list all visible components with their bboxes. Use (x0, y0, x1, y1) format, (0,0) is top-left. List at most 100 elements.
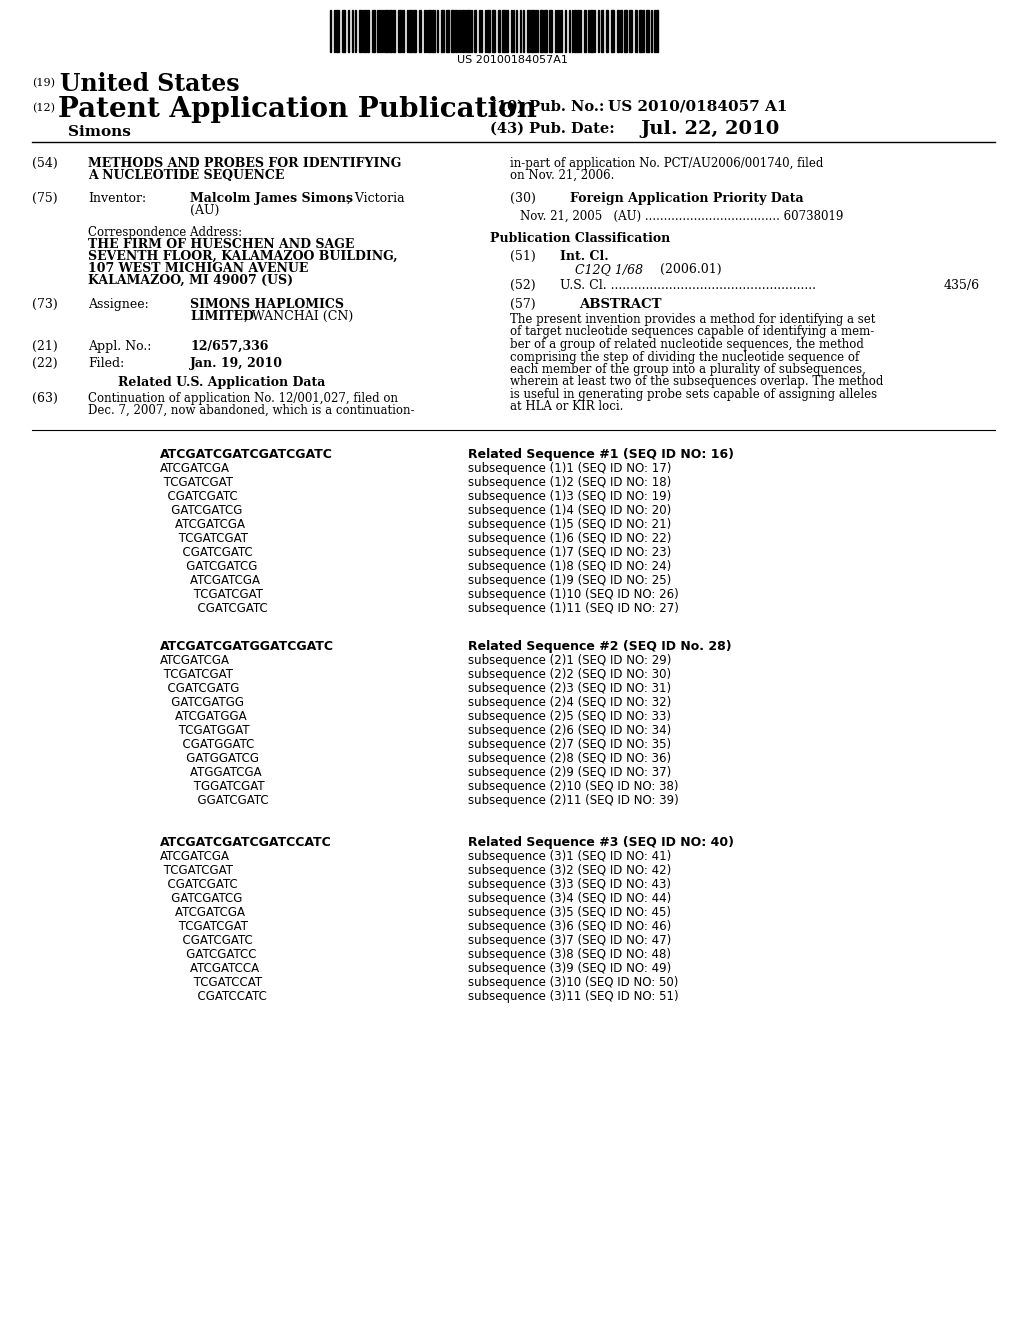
Text: Related U.S. Application Data: Related U.S. Application Data (118, 376, 326, 389)
Bar (646, 11, 649, 51)
Text: subsequence (3)4 (SEQ ID NO: 44): subsequence (3)4 (SEQ ID NO: 44) (468, 892, 672, 906)
Text: TGGATCGAT: TGGATCGAT (160, 780, 264, 793)
Text: of target nucleotide sequences capable of identifying a mem-: of target nucleotide sequences capable o… (510, 326, 874, 338)
Text: subsequence (3)2 (SEQ ID NO: 42): subsequence (3)2 (SEQ ID NO: 42) (468, 865, 672, 876)
Text: ATCGATCGA: ATCGATCGA (160, 574, 260, 587)
Text: CGATCGATC: CGATCGATC (160, 878, 238, 891)
Text: Foreign Application Priority Data: Foreign Application Priority Data (570, 191, 804, 205)
Text: subsequence (1)11 (SEQ ID NO: 27): subsequence (1)11 (SEQ ID NO: 27) (468, 602, 679, 615)
Text: (10) Pub. No.:: (10) Pub. No.: (490, 100, 604, 114)
Text: (AU): (AU) (190, 205, 219, 216)
Bar (467, 11, 470, 51)
Text: Continuation of application No. 12/001,027, filed on: Continuation of application No. 12/001,0… (88, 392, 398, 405)
Text: Patent Application Publication: Patent Application Publication (58, 96, 537, 123)
Text: each member of the group into a plurality of subsequences,: each member of the group into a pluralit… (510, 363, 866, 376)
Text: Publication Classification: Publication Classification (489, 232, 670, 246)
Text: Jan. 19, 2010: Jan. 19, 2010 (190, 356, 283, 370)
Text: subsequence (2)10 (SEQ ID NO: 38): subsequence (2)10 (SEQ ID NO: 38) (468, 780, 679, 793)
Bar (527, 11, 530, 51)
Bar (364, 11, 366, 51)
Text: subsequence (2)3 (SEQ ID NO: 31): subsequence (2)3 (SEQ ID NO: 31) (468, 682, 671, 696)
Bar (389, 11, 392, 51)
Text: subsequence (3)1 (SEQ ID NO: 41): subsequence (3)1 (SEQ ID NO: 41) (468, 850, 672, 863)
Bar (487, 11, 490, 51)
Text: ATGGATCGA: ATGGATCGA (160, 766, 261, 779)
Text: (30): (30) (510, 191, 536, 205)
Text: GATCGATCG: GATCGATCG (160, 504, 243, 517)
Text: CGATCGATC: CGATCGATC (160, 546, 253, 558)
Text: in-part of application No. PCT/AU2006/001740, filed: in-part of application No. PCT/AU2006/00… (510, 157, 823, 170)
Text: TCGATCGAT: TCGATCGAT (160, 477, 233, 488)
Bar (544, 11, 547, 51)
Text: Filed:: Filed: (88, 356, 124, 370)
Bar (574, 11, 575, 51)
Bar (398, 11, 401, 51)
Text: ber of a group of related nucleotide sequences, the method: ber of a group of related nucleotide seq… (510, 338, 864, 351)
Text: TCGATGGAT: TCGATGGAT (160, 723, 250, 737)
Text: (75): (75) (32, 191, 57, 205)
Bar (336, 11, 339, 51)
Text: 107 WEST MICHIGAN AVENUE: 107 WEST MICHIGAN AVENUE (88, 261, 308, 275)
Text: ATCGATCCA: ATCGATCCA (160, 962, 259, 975)
Bar (502, 11, 505, 51)
Text: ATCGATCGA: ATCGATCGA (160, 517, 245, 531)
Text: (43) Pub. Date:: (43) Pub. Date: (490, 121, 614, 136)
Bar (540, 11, 543, 51)
Text: , Victoria: , Victoria (347, 191, 404, 205)
Text: CGATCGATG: CGATCGATG (160, 682, 240, 696)
Bar (451, 11, 454, 51)
Text: Related Sequence #1 (SEQ ID NO: 16): Related Sequence #1 (SEQ ID NO: 16) (468, 447, 734, 461)
Text: TCGATCGAT: TCGATCGAT (160, 668, 233, 681)
Text: subsequence (2)8 (SEQ ID NO: 36): subsequence (2)8 (SEQ ID NO: 36) (468, 752, 671, 766)
Text: (63): (63) (32, 392, 58, 405)
Text: ATCGATCGATCGATCCATC: ATCGATCGATCGATCCATC (160, 836, 332, 849)
Text: ATCGATCGA: ATCGATCGA (160, 850, 230, 863)
Bar (413, 11, 416, 51)
Text: GATCGATCG: GATCGATCG (160, 892, 243, 906)
Bar (611, 11, 614, 51)
Text: ATCGATCGA: ATCGATCGA (160, 906, 245, 919)
Bar (498, 11, 500, 51)
Text: (12): (12) (32, 103, 55, 114)
Text: Inventor:: Inventor: (88, 191, 146, 205)
Bar (359, 11, 361, 51)
Text: CGATCCATC: CGATCCATC (160, 990, 267, 1003)
Text: CGATGGATC: CGATGGATC (160, 738, 254, 751)
Text: ABSTRACT: ABSTRACT (579, 298, 662, 312)
Text: subsequence (3)10 (SEQ ID NO: 50): subsequence (3)10 (SEQ ID NO: 50) (468, 975, 678, 989)
Bar (531, 11, 534, 51)
Text: subsequence (3)6 (SEQ ID NO: 46): subsequence (3)6 (SEQ ID NO: 46) (468, 920, 672, 933)
Bar (601, 11, 603, 51)
Text: Dec. 7, 2007, now abandoned, which is a continuation-: Dec. 7, 2007, now abandoned, which is a … (88, 404, 415, 417)
Bar (584, 11, 586, 51)
Bar (492, 11, 495, 51)
Text: Related Sequence #3 (SEQ ID NO: 40): Related Sequence #3 (SEQ ID NO: 40) (468, 836, 734, 849)
Text: ATCGATCGATCGATCGATC: ATCGATCGATCGATCGATC (160, 447, 333, 461)
Text: CGATCGATC: CGATCGATC (160, 602, 267, 615)
Text: subsequence (1)5 (SEQ ID NO: 21): subsequence (1)5 (SEQ ID NO: 21) (468, 517, 672, 531)
Text: subsequence (1)7 (SEQ ID NO: 23): subsequence (1)7 (SEQ ID NO: 23) (468, 546, 672, 558)
Text: subsequence (1)1 (SEQ ID NO: 17): subsequence (1)1 (SEQ ID NO: 17) (468, 462, 672, 475)
Text: US 2010/0184057 A1: US 2010/0184057 A1 (608, 100, 787, 114)
Text: Correspondence Address:: Correspondence Address: (88, 226, 242, 239)
Bar (549, 11, 552, 51)
Text: subsequence (3)8 (SEQ ID NO: 48): subsequence (3)8 (SEQ ID NO: 48) (468, 948, 671, 961)
Text: (19): (19) (32, 78, 55, 88)
Text: US 20100184057A1: US 20100184057A1 (457, 55, 567, 65)
Bar (639, 11, 642, 51)
Text: comprising the step of dividing the nucleotide sequence of: comprising the step of dividing the nucl… (510, 351, 859, 363)
Text: KALAMAZOO, MI 49007 (US): KALAMAZOO, MI 49007 (US) (88, 275, 293, 286)
Text: Jul. 22, 2010: Jul. 22, 2010 (640, 120, 779, 139)
Text: subsequence (3)7 (SEQ ID NO: 47): subsequence (3)7 (SEQ ID NO: 47) (468, 935, 672, 946)
Text: SEVENTH FLOOR, KALAMAZOO BUILDING,: SEVENTH FLOOR, KALAMAZOO BUILDING, (88, 249, 397, 263)
Text: CGATCGATC: CGATCGATC (160, 935, 253, 946)
Bar (620, 11, 622, 51)
Text: TCGATCGAT: TCGATCGAT (160, 865, 233, 876)
Bar (446, 11, 449, 51)
Text: subsequence (2)5 (SEQ ID NO: 33): subsequence (2)5 (SEQ ID NO: 33) (468, 710, 671, 723)
Bar (635, 11, 637, 51)
Bar (624, 11, 627, 51)
Text: subsequence (3)11 (SEQ ID NO: 51): subsequence (3)11 (SEQ ID NO: 51) (468, 990, 679, 1003)
Text: Malcolm James Simons: Malcolm James Simons (190, 191, 353, 205)
Text: (21): (21) (32, 341, 57, 352)
